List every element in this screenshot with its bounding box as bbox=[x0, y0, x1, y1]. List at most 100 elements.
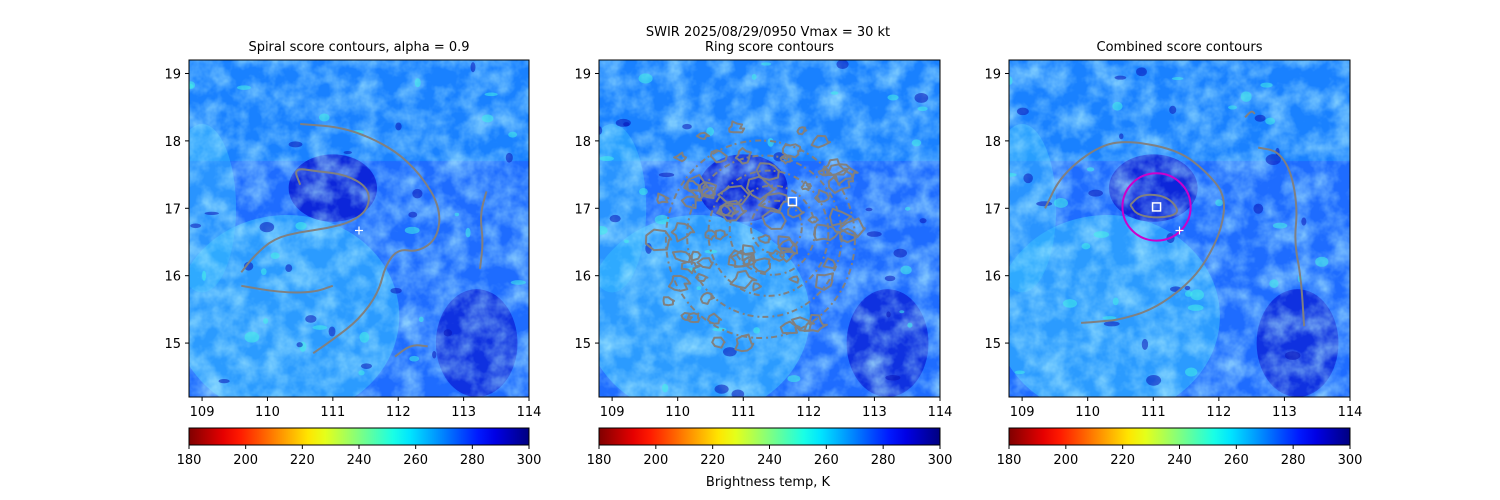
panel-title: Spiral score contours, alpha = 0.9 bbox=[248, 40, 469, 55]
image-cloud-cell bbox=[409, 355, 420, 362]
ring-contour bbox=[644, 228, 673, 252]
ring-contour bbox=[695, 273, 709, 282]
image-cloud-cell bbox=[204, 211, 219, 215]
image-cloud-cell bbox=[1102, 316, 1117, 320]
ring-contour bbox=[746, 175, 777, 201]
image-cloud-cell bbox=[1081, 243, 1091, 250]
ring-contour bbox=[717, 185, 751, 206]
colorbar-tick-label: 300 bbox=[1338, 453, 1363, 468]
satellite-image bbox=[599, 60, 940, 397]
ring-contour bbox=[696, 257, 714, 269]
ring-contour bbox=[827, 163, 859, 186]
image-cloud-cell bbox=[285, 264, 293, 273]
colorbar-tick-label: 180 bbox=[997, 453, 1022, 468]
image-cloud-cell bbox=[1269, 279, 1279, 288]
colorbar-tick-label: 200 bbox=[643, 453, 668, 468]
colorbar-tick-label: 180 bbox=[587, 453, 612, 468]
ring-contour bbox=[728, 120, 746, 134]
image-cloud-cell bbox=[865, 207, 873, 212]
image-cloud-cell bbox=[189, 81, 196, 90]
image-cloud-cell bbox=[360, 363, 372, 369]
ring-contour bbox=[717, 204, 739, 217]
image-cloud-cell bbox=[706, 127, 715, 136]
ring-contour bbox=[779, 154, 792, 165]
spiral-contour-main bbox=[300, 123, 441, 355]
image-cloud-cell bbox=[202, 270, 207, 281]
image-cloud-cell bbox=[885, 375, 901, 381]
image-cloud-cell bbox=[1254, 114, 1266, 122]
ring-contour bbox=[706, 312, 723, 325]
image-cloud-cell bbox=[638, 73, 653, 84]
image-cloud-cell bbox=[704, 249, 718, 254]
image-cloud-cell bbox=[1141, 338, 1149, 350]
search-ring bbox=[1121, 172, 1192, 242]
image-cloud-cell bbox=[359, 331, 370, 343]
x-tick-label: 111 bbox=[320, 405, 345, 420]
ring-contour bbox=[838, 217, 866, 238]
colorbar-tick-label: 240 bbox=[347, 453, 372, 468]
image-cloud-cell bbox=[658, 172, 675, 178]
image-cloud-cell bbox=[1284, 351, 1301, 360]
image-cloud-cell bbox=[1112, 101, 1123, 111]
x-tick-label: 109 bbox=[600, 405, 625, 420]
image-cloud-cell bbox=[1088, 189, 1103, 197]
image-cloud-cell bbox=[432, 350, 437, 359]
image-cloud-cell bbox=[904, 206, 911, 211]
image-cloud-cell bbox=[599, 225, 608, 235]
image-cloud-cell bbox=[1086, 167, 1095, 172]
image-cloud-cell bbox=[914, 92, 929, 103]
y-tick-label: 16 bbox=[574, 270, 591, 285]
image-cloud-cell bbox=[1185, 367, 1198, 377]
colorbar-label: Brightness temp, K bbox=[706, 475, 831, 490]
image-cloud-cell bbox=[263, 318, 269, 324]
ring-contour bbox=[734, 147, 752, 165]
y-tick-label: 18 bbox=[574, 135, 591, 150]
image-cloud-cell bbox=[1062, 299, 1078, 308]
ring-contour bbox=[696, 131, 711, 140]
colorbar-tick-label: 260 bbox=[814, 453, 839, 468]
x-tick-label: 112 bbox=[1206, 405, 1231, 420]
ring-contour-loop bbox=[664, 139, 856, 339]
image-cloud-cell bbox=[1272, 222, 1288, 229]
colorbar-tick-label: 300 bbox=[517, 453, 542, 468]
image-cloud-cell bbox=[1136, 67, 1148, 77]
image-cloud-cell bbox=[218, 378, 230, 384]
image-cloud-cell bbox=[761, 62, 772, 66]
ring-contour bbox=[790, 316, 816, 332]
axes-frame bbox=[188, 59, 530, 398]
x-tick-label: 112 bbox=[386, 405, 411, 420]
panel-2: Ring score contours 109 110 111 112 113 114 15 1… bbox=[574, 40, 952, 468]
image-cloud-cell bbox=[260, 268, 267, 276]
ring-contour bbox=[814, 272, 834, 291]
colorbar-tick-label: 280 bbox=[871, 453, 896, 468]
image-cloud-cell bbox=[395, 122, 402, 131]
image-cloud-cell bbox=[722, 347, 737, 357]
colorbar-tick-label: 280 bbox=[1281, 453, 1306, 468]
image-cloud-cell bbox=[1215, 199, 1224, 207]
image-cloud-cell bbox=[1265, 117, 1276, 125]
panel-title: Combined score contours bbox=[1097, 40, 1263, 55]
figure-suptitle: SWIR 2025/08/29/0950 Vmax = 30 kt bbox=[646, 25, 890, 40]
image-cloud-cell bbox=[639, 187, 648, 196]
first-guess-marker bbox=[1175, 226, 1184, 235]
image-cloud-cell bbox=[343, 150, 352, 155]
image-cloud-cell bbox=[408, 211, 418, 218]
ring-contour bbox=[761, 209, 787, 230]
colorbar-tick-label: 220 bbox=[1110, 453, 1135, 468]
x-tick-label: 114 bbox=[1338, 405, 1363, 420]
ring-contour bbox=[757, 234, 771, 244]
satellite-image bbox=[189, 60, 529, 397]
ring-contour bbox=[656, 192, 670, 205]
image-cloud-cell bbox=[505, 152, 513, 163]
center-marker bbox=[787, 196, 798, 207]
center-marker bbox=[1151, 202, 1162, 212]
x-tick-label: 113 bbox=[1272, 405, 1297, 420]
image-cloud-cell bbox=[318, 113, 330, 122]
image-cloud-cell bbox=[893, 248, 908, 258]
image-cloud-cell bbox=[767, 138, 774, 147]
ring-contour-loop bbox=[728, 184, 817, 276]
combined-contour-core bbox=[1129, 193, 1179, 219]
x-tick-label: 113 bbox=[862, 405, 887, 420]
image-cloud-cell bbox=[454, 212, 460, 217]
ring-contour bbox=[758, 192, 789, 213]
